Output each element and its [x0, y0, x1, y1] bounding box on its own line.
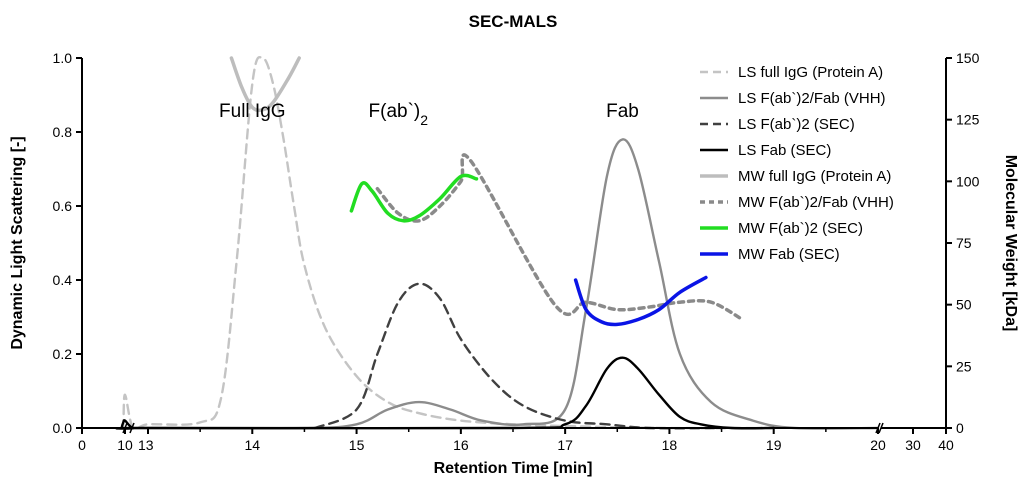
legend-label-4: LS Fab (SEC): [738, 142, 831, 159]
y-right-tick-label: 100: [956, 173, 980, 189]
legend-label-7: MW F(ab`)2 (SEC): [738, 220, 863, 237]
legend-label-3: LS F(ab`)2 (SEC): [738, 116, 855, 133]
chart-title: SEC-MALS: [469, 12, 558, 31]
series-line-6: [375, 153, 745, 322]
x-tick-label: 13: [138, 437, 154, 453]
y-right-tick-label: 150: [956, 50, 980, 66]
y-left-tick-label: 0.4: [53, 272, 73, 288]
legend-label-1: LS full IgG (Protein A): [738, 64, 883, 81]
peak-annotation-2: F(ab`)2: [369, 101, 429, 128]
legend-label-6: MW F(ab`)2/Fab (VHH): [738, 194, 894, 211]
y-axis-right-title: Molecular Weight [kDa]: [1002, 155, 1019, 332]
y-left-tick-label: 1.0: [53, 50, 73, 66]
x-axis-break-mark: [129, 422, 135, 434]
x-tick-label: 17: [557, 437, 573, 453]
legend-label-5: MW full IgG (Protein A): [738, 168, 891, 185]
y-left-tick-label: 0.8: [53, 124, 73, 140]
peak-annotation-1: Full IgG: [219, 101, 286, 122]
series-line-3: [313, 282, 723, 430]
y-right-tick-label: 0: [956, 420, 964, 436]
y-right-tick-label: 75: [956, 235, 972, 251]
y-axis-left-title: Dynamic Light Scattering [-]: [9, 136, 26, 349]
x-tick-label: 19: [766, 437, 782, 453]
x-tick-label: 0: [78, 437, 86, 453]
legend-label-2: LS F(ab`)2/Fab (VHH): [738, 90, 886, 107]
series-line-7: [349, 173, 479, 223]
x-tick-label: 40: [938, 437, 954, 453]
x-axis-break-mark: [878, 422, 884, 434]
y-right-tick-label: 25: [956, 358, 972, 374]
peak-annotation-3: Fab: [606, 101, 639, 122]
y-left-tick-label: 0.2: [53, 346, 73, 362]
y-left-tick-label: 0.6: [53, 198, 73, 214]
x-tick-label: 10: [117, 437, 133, 453]
legend-label-8: MW Fab (SEC): [738, 246, 840, 263]
x-tick-label: 30: [905, 437, 921, 453]
x-tick-label: 15: [349, 437, 365, 453]
y-right-tick-label: 125: [956, 112, 980, 128]
x-tick-label: 18: [662, 437, 678, 453]
legend: LS full IgG (Protein A) LS F(ab`)2/Fab (V…: [700, 64, 894, 263]
series-line-5: [229, 56, 301, 113]
y-left-tick-label: 0.0: [53, 420, 73, 436]
x-axis-title: Retention Time [min]: [434, 460, 593, 477]
x-tick-label: 20: [870, 437, 886, 453]
x-tick-label: 14: [244, 437, 260, 453]
y-right-tick-label: 50: [956, 297, 972, 313]
series-line-8: [573, 275, 708, 327]
x-tick-label: 16: [453, 437, 469, 453]
